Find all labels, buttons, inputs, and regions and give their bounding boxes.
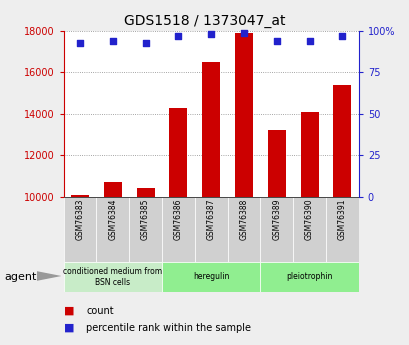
Bar [325, 197, 358, 262]
Polygon shape [37, 271, 61, 281]
Bar [227, 197, 260, 262]
Bar [71, 195, 89, 197]
Text: count: count [86, 306, 113, 315]
Text: pleiotrophin: pleiotrophin [285, 272, 332, 282]
Bar [96, 197, 129, 262]
Bar [103, 182, 121, 197]
Point [338, 33, 345, 39]
Bar [136, 188, 154, 197]
Bar [162, 197, 194, 262]
Bar [194, 197, 227, 262]
Point [273, 38, 279, 44]
Text: GSM76388: GSM76388 [239, 199, 248, 240]
Text: GSM76390: GSM76390 [304, 199, 313, 240]
Text: conditioned medium from
BSN cells: conditioned medium from BSN cells [63, 267, 162, 287]
Point [240, 30, 247, 36]
Text: GSM76387: GSM76387 [206, 199, 215, 240]
Bar [63, 262, 162, 292]
Text: GSM76389: GSM76389 [272, 199, 281, 240]
Point [109, 38, 116, 44]
Bar [63, 197, 96, 262]
Text: ■: ■ [63, 323, 74, 333]
Text: GSM76386: GSM76386 [173, 199, 182, 240]
Bar [260, 197, 292, 262]
Bar [129, 197, 162, 262]
Bar [202, 62, 220, 197]
Text: GSM76385: GSM76385 [141, 199, 150, 240]
Text: ■: ■ [63, 306, 74, 315]
Text: GDS1518 / 1373047_at: GDS1518 / 1373047_at [124, 14, 285, 28]
Point [207, 32, 214, 37]
Bar [292, 197, 325, 262]
Text: percentile rank within the sample: percentile rank within the sample [86, 323, 250, 333]
Text: heregulin: heregulin [193, 272, 229, 282]
Bar [234, 33, 252, 197]
Bar [300, 112, 318, 197]
Point [142, 40, 148, 46]
Bar [162, 262, 260, 292]
Text: GSM76384: GSM76384 [108, 199, 117, 240]
Bar [169, 108, 187, 197]
Text: GSM76391: GSM76391 [337, 199, 346, 240]
Text: GSM76383: GSM76383 [75, 199, 84, 240]
Point [175, 33, 181, 39]
Bar [267, 130, 285, 197]
Point [306, 38, 312, 44]
Point [76, 40, 83, 46]
Bar [260, 262, 358, 292]
Text: agent: agent [4, 272, 36, 282]
Bar [333, 85, 351, 197]
